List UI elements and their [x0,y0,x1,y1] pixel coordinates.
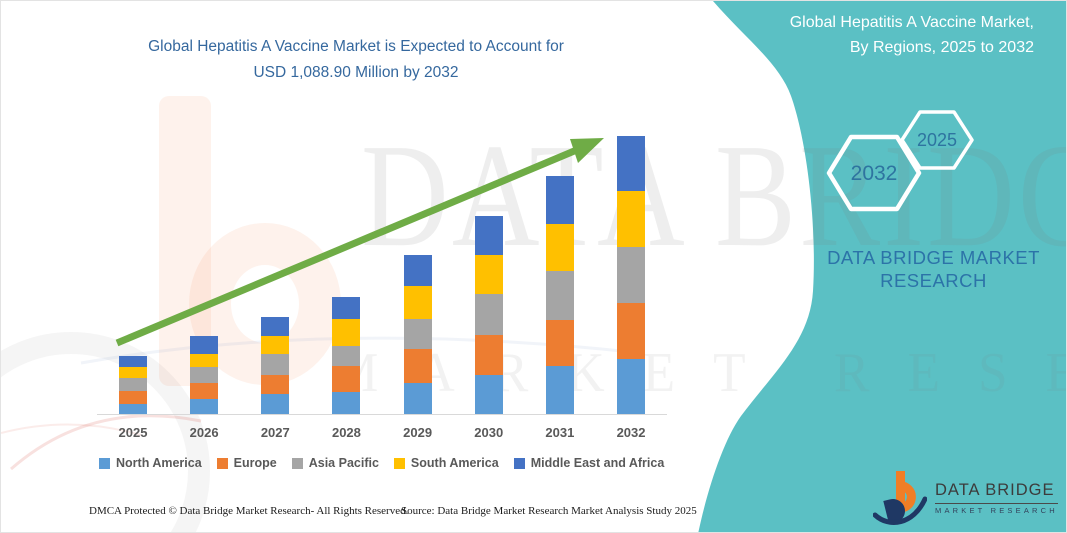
bar-segment-north-america [617,358,646,415]
bar-segment-asia-pacific [474,294,503,336]
legend-item-south-america: South America [393,456,499,470]
chart-title-line1: Global Hepatitis A Vaccine Market is Exp… [148,38,564,55]
brand-text-line2: RESEARCH [880,270,987,291]
dbmr-logo-text: DATA BRIDGE MARKET RESEARCH [935,469,1058,527]
dbmr-logo-tagline: MARKET RESEARCH [935,506,1058,515]
legend-label: Middle East and Africa [530,456,665,470]
bar-segment-asia-pacific [545,270,574,320]
chart-title: Global Hepatitis A Vaccine Market is Exp… [56,34,656,86]
legend-label: Asia Pacific [308,456,379,470]
bar-segment-asia-pacific [617,246,646,303]
bar-segment-middle-east-and-africa [617,136,646,192]
legend-label: South America [410,456,499,470]
bar-segment-north-america [403,382,432,415]
bar-segment-south-america [190,353,219,367]
footer-copyright: DMCA Protected © Data Bridge Market Rese… [89,505,409,517]
bar-segment-middle-east-and-africa [119,355,147,367]
bar-segment-north-america [190,399,219,415]
hexagon-2032 [826,134,922,212]
side-panel-heading-line1: Global Hepatitis A Vaccine Market, [789,14,1034,31]
hexagon-2032-label: 2032 [851,162,898,185]
dbmr-logo: DATA BRIDGE MARKET RESEARCH [873,469,1058,527]
x-axis-label: 2027 [260,425,290,440]
x-axis-label: 2028 [331,425,361,440]
bar-segment-south-america [474,254,503,295]
x-axis-label: 2026 [189,425,219,440]
bar-segment-middle-east-and-africa [332,296,361,319]
bar-segment-south-america [617,191,646,247]
bar-segment-north-america [545,366,574,415]
side-panel-heading: Global Hepatitis A Vaccine Market, By Re… [790,10,1034,60]
legend-label: North America [116,456,202,470]
bar-segment-south-america [545,224,574,271]
dbmr-logo-icon [873,471,927,525]
legend-item-asia-pacific: Asia Pacific [291,456,379,470]
bar-segment-middle-east-and-africa [261,316,290,336]
chart-legend: North America Europe Asia Pacific South Ame… [99,456,664,470]
bar-segment-middle-east-and-africa [545,176,574,225]
bar-segment-europe [403,348,432,383]
x-axis-label: 2025 [118,425,148,440]
bar-segment-south-america [261,335,290,354]
legend-swatch [513,457,525,469]
legend-item-north-america: North America [99,456,202,470]
hexagon-badges: 2032 2025 [826,110,974,212]
x-axis-label: 2030 [474,425,504,440]
bar-segment-asia-pacific [332,345,361,366]
bar-segment-asia-pacific [190,367,219,384]
bar-segment-europe [190,383,219,399]
bar-segment-europe [332,365,361,393]
bar-segment-south-america [403,285,432,320]
bar-segment-middle-east-and-africa [403,255,432,286]
bar-segment-europe [261,374,290,395]
side-panel-heading-line2: By Regions, 2025 to 2032 [849,39,1034,56]
x-axis-label: 2029 [403,425,433,440]
legend-item-europe: Europe [216,456,277,470]
hexagon-2025 [900,110,974,170]
bar-segment-middle-east-and-africa [190,336,219,354]
hexagon-2025-label: 2025 [917,130,957,150]
dbmr-logo-rule [935,503,1058,504]
bar-segment-north-america [474,375,503,415]
bar-segment-europe [545,319,574,367]
bar-segment-asia-pacific [261,353,290,375]
bar-segment-south-america [119,366,147,378]
legend-swatch [291,457,303,469]
legend-swatch [216,457,228,469]
bar-segment-north-america [332,392,361,415]
dbmr-logo-name: DATA BRIDGE [935,481,1055,499]
brand-text-line1: DATA BRIDGE MARKET [827,247,1040,268]
bar-segment-north-america [261,394,290,415]
bar-segment-south-america [332,318,361,346]
x-axis-line [97,414,667,415]
bar-segment-north-america [119,404,147,415]
bar-segment-asia-pacific [403,319,432,349]
legend-item-middle-east-and-africa: Middle East and Africa [513,456,665,470]
legend-swatch [99,457,110,469]
legend-label: Europe [233,456,277,470]
legend-swatch [393,457,405,469]
bar-segment-europe [617,302,646,359]
bar-segment-europe [474,335,503,376]
x-axis-label: 2031 [545,425,575,440]
bar-segment-asia-pacific [119,377,147,391]
x-axis-label: 2032 [616,425,646,440]
bar-segment-europe [119,390,147,405]
chart-title-line2: USD 1,088.90 Million by 2032 [253,64,459,81]
footer-source: Source: Data Bridge Market Research Mark… [401,505,697,517]
bar-segment-middle-east-and-africa [474,215,503,255]
brand-text: DATA BRIDGE MARKET RESEARCH [791,246,1066,292]
